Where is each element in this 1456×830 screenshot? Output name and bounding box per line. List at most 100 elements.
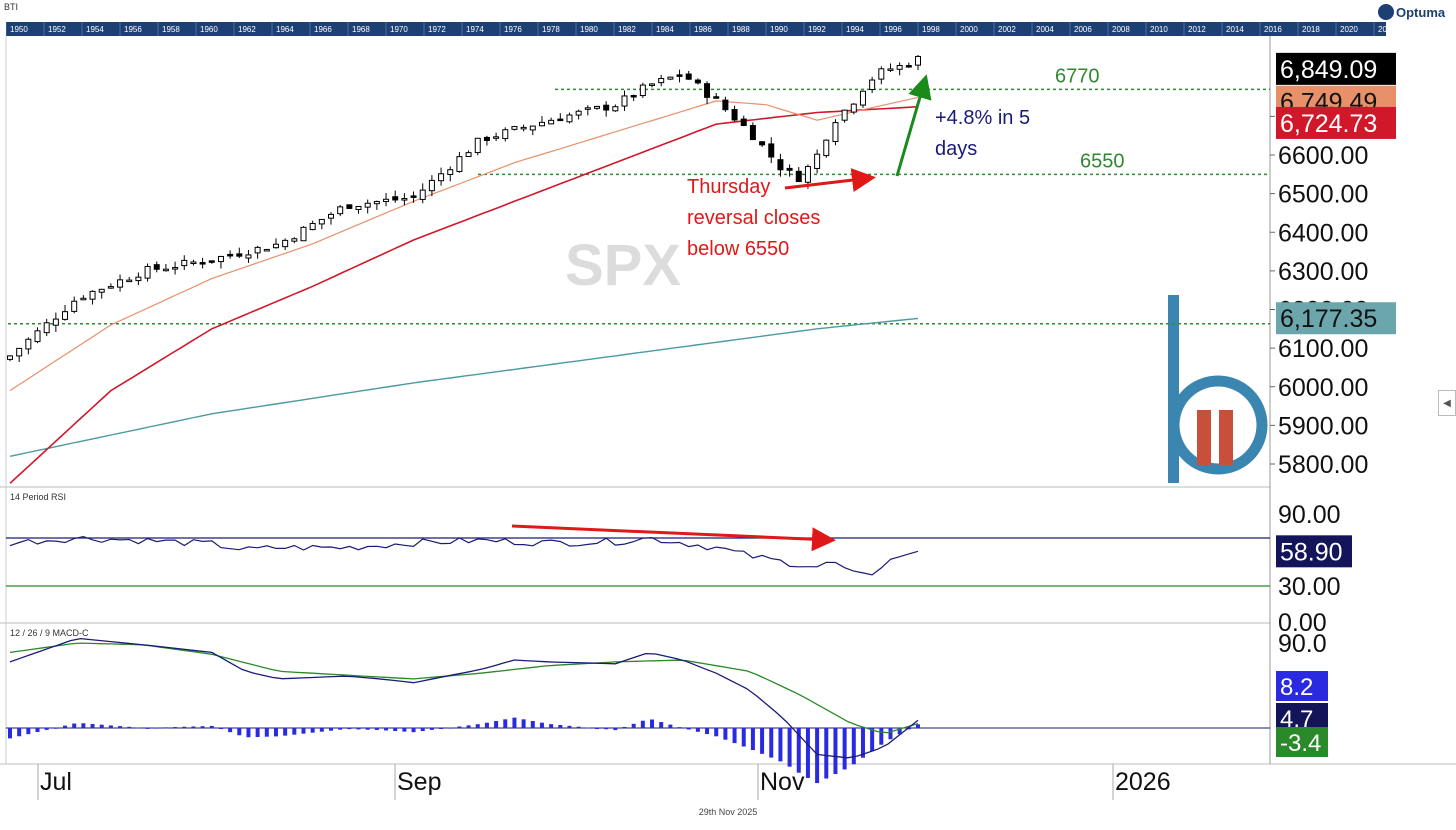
histogram-bar [668, 724, 673, 728]
candle-body [126, 279, 133, 283]
timeline-year-label: 1964 [276, 25, 294, 34]
candle-body [135, 276, 142, 282]
candle-body [740, 118, 747, 126]
timeline-year-label: 2022 [1378, 25, 1386, 34]
reversal-annotation: reversal closes [687, 207, 820, 229]
candle-body [887, 68, 894, 71]
candle-body [107, 286, 114, 289]
histogram-bar [870, 728, 875, 752]
histogram-bar [851, 728, 856, 765]
histogram-bar [659, 722, 664, 728]
rally-arrow [895, 74, 932, 177]
candle-body [383, 198, 390, 202]
candle-body [208, 260, 215, 263]
candle-body [346, 204, 353, 209]
candle-body [649, 83, 656, 86]
price-tag-label: 6,849.09 [1280, 56, 1377, 84]
level-label: 6770 [1055, 65, 1100, 87]
histogram-bar [787, 728, 792, 767]
histogram-bar [860, 728, 865, 758]
rally-annotation: +4.8% in 5 [935, 107, 1030, 129]
timeline-year-label: 2004 [1036, 25, 1054, 34]
candle-body [603, 104, 610, 111]
timeline-year-label: 1996 [884, 25, 902, 34]
timeline-year-label: 2018 [1302, 25, 1320, 34]
candle-body [291, 238, 298, 242]
timeline-year-label: 1986 [694, 25, 712, 34]
histogram-bar [677, 727, 682, 729]
price-tick-label: 6100.00 [1278, 335, 1368, 363]
candle-body [749, 125, 756, 141]
histogram-bar [796, 728, 801, 773]
candle-body [557, 118, 564, 122]
timeline-navigator[interactable]: 1950 1952 1954 1956 1958 1960 1962 1964 1966 1968… [5, 22, 1434, 36]
candle-body [456, 156, 463, 173]
timeline-year-label: 2014 [1226, 25, 1244, 34]
histogram-bar [576, 726, 581, 728]
histogram-bar [750, 728, 755, 751]
candle-body [483, 136, 490, 141]
candle-body [328, 213, 335, 219]
x-tick-label: Nov [760, 768, 805, 796]
histogram-bar [118, 726, 123, 728]
candle-body [300, 226, 307, 242]
candle-body [254, 246, 261, 254]
candle-body [566, 114, 573, 123]
candle-body [731, 109, 738, 121]
footer-date: 29th Nov 2025 [698, 807, 758, 817]
candle-body [80, 297, 87, 301]
rsi-line [9, 535, 919, 576]
histogram-bar [154, 727, 159, 729]
price-tick-label: 6600.00 [1278, 142, 1368, 170]
histogram-bar [879, 728, 884, 745]
candle-body [704, 83, 711, 98]
candle-body [493, 136, 500, 139]
timeline-year-label: 1972 [428, 25, 446, 34]
chevron-left-icon: ◀ [1443, 397, 1451, 409]
candle-body [878, 68, 885, 80]
candle-body [181, 259, 188, 267]
histogram-bar [411, 728, 416, 733]
chart-area[interactable]: SPX5800.005900.006000.006100.006200.0063… [0, 36, 1456, 806]
histogram-bar [63, 725, 68, 728]
histogram-bar [815, 728, 820, 784]
price-tag-bg [1276, 302, 1396, 335]
timeline-year-label: 1974 [466, 25, 484, 34]
timeline-year-label: 2000 [960, 25, 978, 34]
price-tick-label: 5900.00 [1278, 412, 1368, 440]
histogram-bar [228, 728, 233, 733]
histogram-bar [72, 723, 77, 728]
price-tag-label: 6,177.35 [1280, 305, 1377, 333]
histogram-bar [778, 728, 783, 762]
timeline-year-label: 1994 [846, 25, 864, 34]
optuma-logo-icon [1378, 4, 1394, 20]
x-tick-label: Sep [397, 768, 441, 796]
candle-body [915, 55, 921, 66]
histogram-bar [484, 722, 489, 728]
histogram-bar [549, 724, 554, 728]
candle-body [25, 338, 32, 350]
candle-body [172, 267, 179, 270]
histogram-bar [769, 728, 774, 758]
histogram-bar [824, 728, 829, 779]
candle-body [153, 264, 160, 270]
histogram-bar [301, 728, 306, 734]
candle-body [34, 330, 41, 343]
candle-body [630, 94, 637, 98]
histogram-bar [237, 728, 242, 736]
histogram-bar [255, 728, 260, 737]
scroll-right-button[interactable]: ◀ [1438, 390, 1456, 416]
candle-body [447, 169, 454, 175]
timeline-year-label: 1982 [618, 25, 636, 34]
histogram-bar [457, 726, 462, 728]
histogram-bar [108, 725, 113, 728]
histogram-bar [246, 728, 251, 738]
histogram-bar [26, 728, 31, 735]
histogram-bar [319, 728, 324, 732]
candle-body [428, 179, 435, 192]
histogram-bar [494, 721, 499, 728]
chart-watermark-title: SPX [565, 233, 681, 298]
rsi-panel-title: 14 Period RSI [10, 492, 66, 502]
logo-inner-right [1219, 410, 1233, 465]
histogram-bar [640, 720, 645, 728]
